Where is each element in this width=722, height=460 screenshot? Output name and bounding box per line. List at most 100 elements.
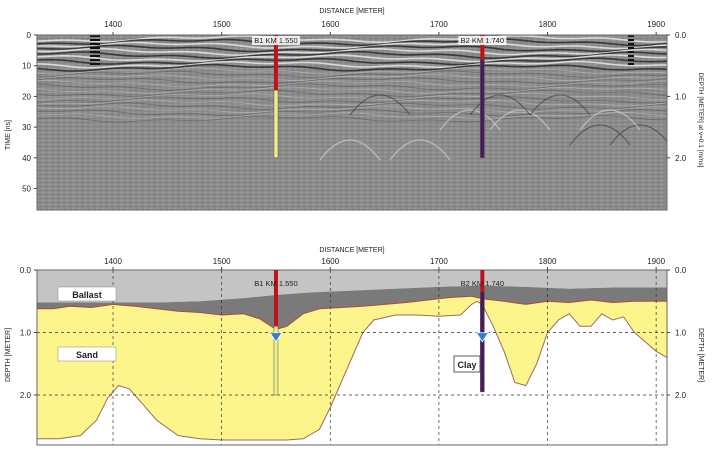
radargram-panel: DISTANCE [METER] 1400 1500 1600 1700 1800 190…: [5, 8, 704, 211]
borehole-lower-segment: [480, 59, 485, 159]
reflection-stripe: [628, 55, 634, 57]
reflection-band: [37, 80, 667, 88]
reflection-band: [37, 108, 667, 117]
borehole-label: B2 KM 1.740: [461, 279, 504, 288]
borehole-upper-segment: [480, 35, 485, 60]
radargram-x-tick-label: 1600: [321, 20, 339, 29]
reflection-band: [37, 86, 667, 94]
ballast-base-band: [37, 285, 667, 330]
reflection-stripe: [90, 59, 100, 61]
reflection-stripe: [90, 51, 100, 53]
borehole-upper-segment: [273, 35, 278, 91]
section-y-tick-label-right: 2.0: [675, 391, 687, 400]
section-x-tick-label: 1900: [647, 257, 665, 266]
reflection-band: [37, 41, 667, 50]
reflection-stripe: [90, 47, 100, 49]
section-y-ticks-left: 0.0 1.0 2.0: [20, 266, 37, 400]
sand-label-box: [57, 346, 117, 362]
radargram-x-tick-label: 1900: [647, 20, 665, 29]
section-y-tick-label: 0.0: [20, 266, 32, 275]
section-grid: [37, 270, 667, 445]
reflection-stripe: [90, 39, 100, 41]
borehole-lower-segment: [273, 326, 279, 396]
ballast-layer: [37, 270, 667, 303]
reflection-stripe: [90, 55, 100, 57]
section-y-tick-label-right: 1.0: [675, 329, 687, 338]
hyperbola: [489, 109, 551, 131]
radargram-depth-axis-label: DEPTH [METER] at v=0.1 [m/ns]: [697, 73, 704, 168]
clay-label: Clay: [457, 360, 476, 370]
reflection-stripe: [628, 59, 634, 61]
radargram-y-ticks-time: 0 10 20 30 40 50: [22, 31, 37, 194]
radargram-x-tick-label: 1800: [539, 20, 557, 29]
radargram-frame: [36, 34, 668, 211]
hyperbola: [319, 139, 381, 161]
radargram-y-tick-label: 20: [22, 92, 31, 101]
section-x-tick-label: 1800: [539, 257, 557, 266]
section-y-tick-label-right: 0.0: [675, 266, 687, 275]
radargram-depth-tick-label: 1.0: [675, 92, 687, 101]
radargram-y-tick-label: 30: [22, 123, 31, 132]
reflection-band: [37, 77, 667, 85]
hyperbola: [349, 94, 411, 116]
hyperbola: [569, 124, 631, 146]
radargram-x-tick-label: 1500: [213, 20, 231, 29]
borehole-upper-segment: [480, 270, 485, 292]
hyperbola: [389, 139, 451, 161]
radargram-y-tick-label: 40: [22, 154, 31, 163]
ballast-label: Ballast: [72, 290, 102, 300]
radargram-reflection-bands: [37, 35, 667, 161]
radargram-time-axis-label: TIME [ns]: [5, 120, 12, 150]
reflection-band: [37, 38, 667, 47]
borehole-lower-segment: [273, 90, 279, 159]
section-boreholes: B1 KM 1.550 B2 KM 1.740: [254, 270, 504, 396]
radargram-x-axis-label: DISTANCE [METER]: [319, 8, 384, 15]
reflection-band: [37, 67, 667, 75]
section-depth-axis-label-left: DEPTH [METER]: [5, 328, 12, 382]
reflection-band: [37, 54, 667, 63]
reflection-stripe: [628, 51, 634, 53]
reflection-stripe: [90, 63, 100, 65]
reflection-stripe: [628, 35, 634, 37]
borehole-label: B1 KM 1.550: [254, 36, 297, 45]
reflection-band: [37, 50, 667, 60]
hyperbola: [579, 109, 641, 131]
borehole-label: B2 KM 1.740: [461, 36, 504, 45]
radargram-y-tick-label: 0: [27, 31, 32, 40]
reflection-stripe: [628, 43, 634, 45]
borehole-label-bg: [251, 36, 300, 45]
reflection-band: [37, 105, 667, 114]
water-level-icon: [475, 332, 490, 343]
reflection-band: [37, 35, 667, 44]
reflection-band: [37, 102, 667, 110]
radargram-depth-tick-label: 2.0: [675, 154, 687, 163]
hyperbola: [439, 109, 501, 131]
section-depth-axis-label-right: DEPTH [METER]: [697, 328, 704, 382]
reflection-stripe: [628, 63, 634, 65]
section-y-ticks-right: 0.0 1.0 2.0: [667, 266, 687, 400]
radargram-x-ticks: 1400 1500 1600 1700 1800 1900: [104, 20, 666, 35]
radargram-depth-tick-label: 0.0: [675, 31, 687, 40]
reflection-stripe: [628, 39, 634, 41]
reflection-stripe: [90, 43, 100, 45]
borehole-label-bg: [458, 36, 507, 45]
section-y-tick-label: 1.0: [20, 329, 32, 338]
radargram-y-tick-label: 10: [22, 62, 31, 71]
section-x-tick-label: 1600: [321, 257, 339, 266]
reflection-band: [37, 47, 667, 56]
section-panel: DISTANCE [METER] 1400 1500 1600 1700 1800 190…: [5, 247, 704, 446]
hyperbola: [609, 124, 667, 146]
reflection-band: [37, 96, 667, 104]
reflection-band: [37, 89, 667, 98]
radargram-y-ticks-depth: 0.0 1.0 2.0: [667, 31, 687, 163]
clay-label-box: [453, 355, 481, 373]
section-x-axis-label: DISTANCE [METER]: [319, 247, 384, 254]
radargram-boreholes: B1 KM 1.550 B2 KM 1.740: [251, 35, 507, 159]
radargram-x-tick-label: 1400: [104, 20, 122, 29]
borehole-label: B1 KM 1.550: [254, 279, 297, 288]
hyperbola: [469, 94, 531, 116]
radargram-x-tick-label: 1700: [430, 20, 448, 29]
section-x-tick-label: 1700: [430, 257, 448, 266]
reflection-band: [37, 83, 667, 91]
